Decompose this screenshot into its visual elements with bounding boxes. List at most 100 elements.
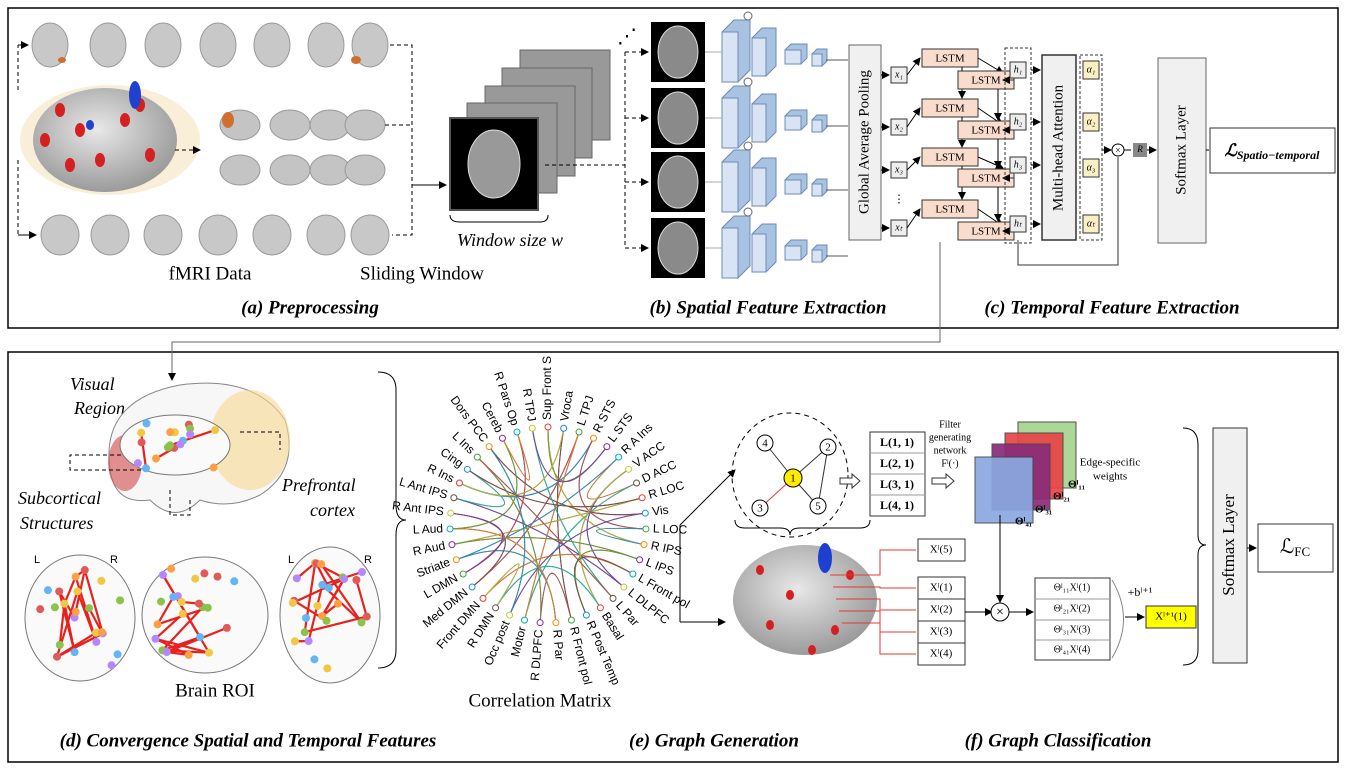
roi-edge xyxy=(292,577,345,604)
roi-node xyxy=(43,586,52,595)
node-label: 2 xyxy=(825,442,831,454)
ellipsis: ⋰ xyxy=(617,26,637,48)
weight-label: α₂ xyxy=(1087,116,1096,127)
roi-node xyxy=(186,430,195,439)
roi-node xyxy=(73,587,82,596)
roi-node xyxy=(70,648,79,657)
roi-node xyxy=(213,572,222,581)
roi-node xyxy=(141,464,150,473)
roi-edge xyxy=(154,637,190,656)
window-brain xyxy=(467,129,521,199)
softmax-label: Softmax Layer xyxy=(1219,494,1238,596)
activation xyxy=(145,148,155,162)
input-label: Xˡ(3) xyxy=(930,626,953,638)
caption-d: (d) Convergence Spatial and Temporal Fea… xyxy=(60,730,437,751)
brain-slice xyxy=(90,214,130,256)
roi-node xyxy=(113,650,122,659)
roi-node xyxy=(203,603,212,612)
roi-node xyxy=(178,609,187,618)
roi-point xyxy=(582,611,590,619)
roi-point xyxy=(536,619,544,627)
node-label: 5 xyxy=(815,501,821,513)
cnn-block xyxy=(751,167,767,207)
readout-label: R xyxy=(1136,144,1143,154)
roi-point xyxy=(492,604,500,612)
hemi-r: R xyxy=(110,554,118,566)
activation xyxy=(120,113,130,127)
roi-point xyxy=(446,525,454,533)
loss-subscript: FC xyxy=(1294,544,1310,559)
visual-region-1: Visual xyxy=(70,374,115,394)
pooling-label: Global Average Pooling xyxy=(856,70,872,214)
chord xyxy=(524,431,580,621)
chord xyxy=(573,556,634,616)
prefrontal-area xyxy=(210,390,290,490)
roi-name: R Par xyxy=(550,629,566,661)
roi-node xyxy=(322,616,331,625)
chord xyxy=(467,468,643,508)
prefrontal-1: Prefrontal xyxy=(281,475,356,495)
node-feature: L(1, 1) xyxy=(880,435,914,449)
roi-point xyxy=(575,428,583,436)
brain-slice xyxy=(309,154,351,186)
roi-node xyxy=(310,655,319,664)
caption-a: (a) Preprocessing xyxy=(241,297,379,318)
roi-node xyxy=(133,459,142,468)
brace xyxy=(1182,427,1207,666)
roi-node xyxy=(55,587,64,596)
brain-slice xyxy=(199,22,237,68)
window-brace xyxy=(449,214,549,223)
softmax-box xyxy=(1212,427,1248,664)
roi-node xyxy=(196,633,205,642)
filter-line: network xyxy=(934,445,967,456)
roi-name: R DLPFC xyxy=(528,629,546,682)
lstm-label: LSTM xyxy=(971,226,1001,238)
brain-slice xyxy=(89,22,127,68)
roi-point xyxy=(544,423,552,431)
roi-node xyxy=(153,620,162,629)
roi-point xyxy=(455,479,463,487)
skip-line xyxy=(1017,157,1119,266)
node-feature: L(3, 1) xyxy=(880,477,914,491)
roi-name: Sup Front S xyxy=(540,356,554,420)
input-label: x₃ xyxy=(894,164,903,175)
roi-node xyxy=(290,637,299,646)
arrow xyxy=(977,156,1004,169)
chord xyxy=(556,428,572,621)
activation xyxy=(808,645,816,655)
cnn-block xyxy=(784,115,802,131)
product-label: Θˡ₁₁Xˡ(1) xyxy=(1054,582,1090,593)
sum-brace xyxy=(1111,579,1124,659)
chord xyxy=(578,437,646,530)
roi-node xyxy=(152,454,161,463)
roi-point xyxy=(636,556,644,564)
roi-name: Vroca xyxy=(557,389,576,422)
roi-node xyxy=(71,572,80,581)
roi-point xyxy=(633,479,641,487)
roi-node xyxy=(158,570,167,579)
lstm-label: LSTM xyxy=(935,53,965,65)
roi-point xyxy=(447,509,455,517)
chord xyxy=(524,431,580,621)
dashed-link xyxy=(169,490,191,516)
roi-point xyxy=(452,556,460,564)
activation xyxy=(818,543,832,573)
chord xyxy=(456,456,620,561)
roi-point xyxy=(450,494,458,502)
roi-node xyxy=(302,614,311,623)
roi-point xyxy=(459,570,467,578)
loss-box xyxy=(1209,127,1336,174)
roi-name: R IPS xyxy=(650,538,684,558)
activation xyxy=(65,158,75,172)
roi-brain xyxy=(24,554,136,682)
chord xyxy=(482,563,520,609)
graph-brace xyxy=(734,519,871,536)
visual-region-2: Region xyxy=(73,398,125,418)
roi-point xyxy=(560,424,568,432)
cnn-block xyxy=(784,49,802,65)
brain-slice xyxy=(253,22,291,68)
brain-slice xyxy=(143,214,183,256)
roi-node xyxy=(313,601,322,610)
caption-f: (f) Graph Classification xyxy=(965,730,1152,751)
